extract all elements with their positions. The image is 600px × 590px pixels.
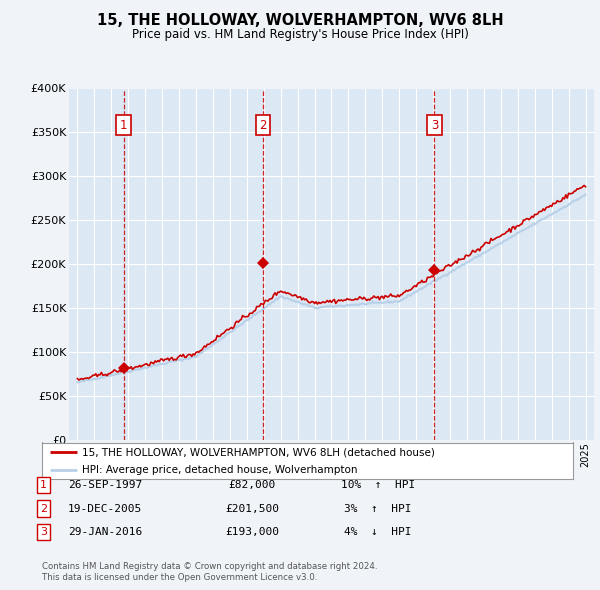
Text: 15, THE HOLLOWAY, WOLVERHAMPTON, WV6 8LH: 15, THE HOLLOWAY, WOLVERHAMPTON, WV6 8LH	[97, 13, 503, 28]
Text: 29-JAN-2016: 29-JAN-2016	[68, 527, 142, 537]
Text: 10%  ↑  HPI: 10% ↑ HPI	[341, 480, 415, 490]
Text: 2: 2	[259, 119, 267, 132]
Text: 3: 3	[431, 119, 438, 132]
Text: HPI: Average price, detached house, Wolverhampton: HPI: Average price, detached house, Wolv…	[82, 465, 358, 475]
Text: 3%  ↑  HPI: 3% ↑ HPI	[344, 504, 412, 513]
Text: 4%  ↓  HPI: 4% ↓ HPI	[344, 527, 412, 537]
Text: Contains HM Land Registry data © Crown copyright and database right 2024.: Contains HM Land Registry data © Crown c…	[42, 562, 377, 571]
Text: This data is licensed under the Open Government Licence v3.0.: This data is licensed under the Open Gov…	[42, 572, 317, 582]
Text: 2: 2	[40, 504, 47, 513]
Text: £82,000: £82,000	[229, 480, 275, 490]
Text: Price paid vs. HM Land Registry's House Price Index (HPI): Price paid vs. HM Land Registry's House …	[131, 28, 469, 41]
Text: 1: 1	[40, 480, 47, 490]
Text: £201,500: £201,500	[225, 504, 279, 513]
Text: 15, THE HOLLOWAY, WOLVERHAMPTON, WV6 8LH (detached house): 15, THE HOLLOWAY, WOLVERHAMPTON, WV6 8LH…	[82, 447, 434, 457]
Text: 26-SEP-1997: 26-SEP-1997	[68, 480, 142, 490]
Text: 3: 3	[40, 527, 47, 537]
Text: 1: 1	[120, 119, 127, 132]
Text: £193,000: £193,000	[225, 527, 279, 537]
Text: 19-DEC-2005: 19-DEC-2005	[68, 504, 142, 513]
